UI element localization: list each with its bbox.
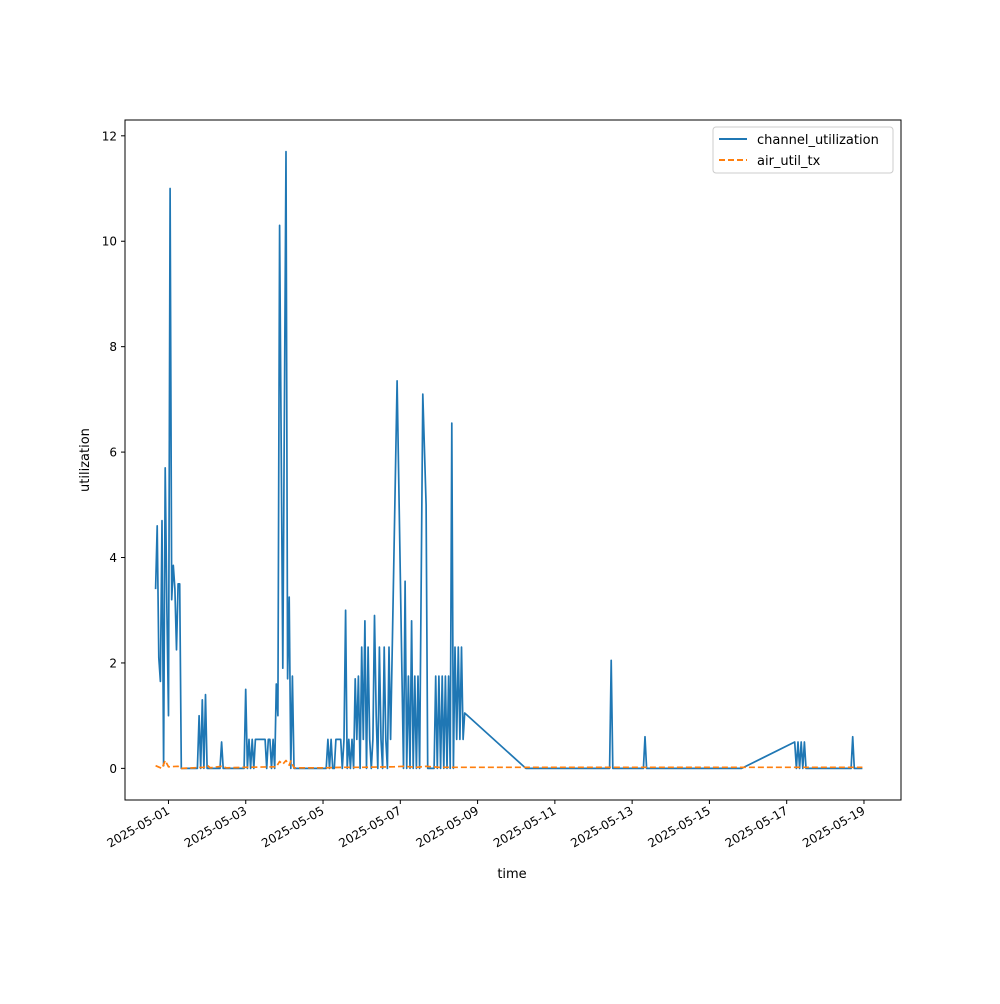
- x-axis-label: time: [497, 867, 526, 882]
- legend-label-air-util-tx: air_util_tx: [757, 154, 821, 169]
- series-layer: [154, 150, 863, 770]
- legend-label-channel-utilization: channel_utilization: [757, 133, 879, 148]
- y-tick-label: 2: [109, 656, 117, 670]
- legend-box: [712, 126, 894, 174]
- plot-area-frame: [124, 119, 902, 801]
- series-line-air-util-tx: [155, 759, 863, 770]
- y-tick-label: 6: [109, 446, 117, 460]
- y-tick-label: 0: [109, 762, 117, 776]
- y-axis-label: utilization: [78, 428, 93, 492]
- y-tick-label: 10: [102, 235, 117, 249]
- legend: channel_utilization air_util_tx: [712, 126, 894, 174]
- y-tick-label: 8: [109, 340, 117, 354]
- y-tick-label: 12: [102, 129, 117, 143]
- y-axis-ticks: 0 2 4 6 8 10 12: [102, 129, 125, 776]
- y-tick-label: 4: [109, 551, 117, 565]
